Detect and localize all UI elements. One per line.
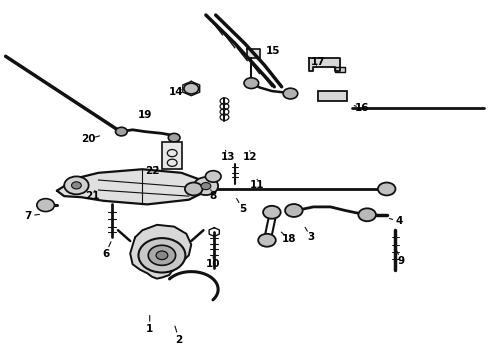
Polygon shape [309,58,340,71]
Text: 17: 17 [311,57,325,67]
FancyBboxPatch shape [318,91,346,101]
Text: 2: 2 [175,334,183,345]
Circle shape [358,208,376,221]
Circle shape [185,183,202,195]
Circle shape [184,83,198,94]
Text: 8: 8 [210,191,217,201]
Text: 20: 20 [81,134,96,144]
Circle shape [285,204,303,217]
Circle shape [201,183,211,190]
Circle shape [283,88,298,99]
Circle shape [116,127,127,136]
Circle shape [37,199,54,212]
Text: 1: 1 [146,324,153,334]
Text: 22: 22 [145,166,159,176]
Circle shape [258,234,276,247]
Circle shape [244,78,259,89]
Text: 12: 12 [243,152,257,162]
Circle shape [263,206,281,219]
Polygon shape [130,225,191,279]
FancyBboxPatch shape [162,142,182,169]
Circle shape [64,176,89,194]
Circle shape [168,134,180,142]
Circle shape [139,238,185,273]
Text: 16: 16 [355,103,369,113]
Polygon shape [57,169,206,204]
Circle shape [148,245,175,265]
Circle shape [205,171,221,182]
Text: 19: 19 [138,111,152,121]
Text: 11: 11 [250,180,265,190]
Circle shape [378,183,395,195]
Polygon shape [335,67,345,72]
Circle shape [72,182,81,189]
Text: 18: 18 [282,234,296,244]
Circle shape [194,177,218,195]
Text: 9: 9 [398,256,405,266]
Text: 14: 14 [169,87,184,97]
Text: 4: 4 [395,216,403,226]
Text: 6: 6 [102,248,109,258]
Text: 3: 3 [307,232,315,242]
Text: 13: 13 [220,152,235,162]
Circle shape [156,251,168,260]
Text: 15: 15 [266,46,281,56]
Polygon shape [247,49,260,58]
Text: 10: 10 [206,259,220,269]
Text: 5: 5 [239,204,246,214]
Text: 7: 7 [24,211,31,221]
Text: 21: 21 [85,191,100,201]
